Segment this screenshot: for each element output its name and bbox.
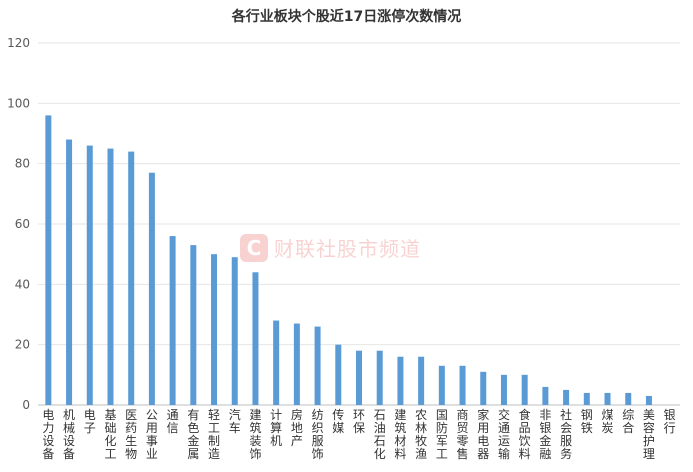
x-tick-label: 房地产 bbox=[291, 407, 303, 448]
x-tick-label: 家用电器 bbox=[477, 407, 489, 461]
x-tick-label: 纺织服饰 bbox=[312, 408, 324, 461]
bar-18 bbox=[418, 356, 425, 405]
bar-16 bbox=[376, 350, 383, 405]
x-tick-label: 综合 bbox=[622, 408, 634, 435]
bar-6 bbox=[169, 236, 176, 405]
bar-28 bbox=[625, 392, 632, 405]
bar-11 bbox=[273, 320, 280, 405]
bar-24 bbox=[542, 386, 549, 405]
x-tick-label: 汽车 bbox=[229, 407, 241, 435]
bar-27 bbox=[604, 392, 611, 405]
bar-21 bbox=[480, 371, 487, 405]
x-tick-label: 美容护理 bbox=[643, 408, 655, 461]
y-tick-label: 80 bbox=[15, 157, 30, 171]
x-tick-label: 非银金融 bbox=[539, 408, 551, 461]
x-tick-label: 交通运输 bbox=[498, 407, 510, 461]
x-tick-label: 电力设备 bbox=[42, 408, 54, 461]
bar-9 bbox=[231, 257, 238, 405]
x-tick-label: 计算机 bbox=[270, 408, 282, 448]
bar-23 bbox=[521, 374, 528, 405]
y-tick-label: 0 bbox=[22, 398, 30, 412]
bar-7 bbox=[190, 245, 197, 405]
bar-0 bbox=[45, 115, 52, 406]
bar-5 bbox=[148, 172, 155, 405]
bar-2 bbox=[86, 145, 93, 406]
bar-13 bbox=[314, 326, 321, 405]
x-tick-label: 商贸零售 bbox=[457, 407, 469, 461]
x-tick-label: 钢铁 bbox=[581, 408, 593, 435]
bar-26 bbox=[583, 392, 590, 405]
x-tick-label: 石油石化 bbox=[374, 408, 386, 461]
x-tick-label: 医药生物 bbox=[125, 408, 137, 461]
x-tick-label: 食品饮料 bbox=[519, 407, 531, 461]
bar-8 bbox=[211, 254, 218, 405]
bar-19 bbox=[438, 365, 445, 405]
x-tick-label: 机械设备 bbox=[63, 408, 75, 461]
x-tick-label: 基础化工 bbox=[104, 408, 116, 461]
y-tick-label: 20 bbox=[15, 338, 30, 352]
bar-4 bbox=[128, 151, 135, 405]
x-tick-label: 环保 bbox=[353, 408, 365, 435]
y-tick-label: 100 bbox=[7, 96, 30, 110]
bar-20 bbox=[459, 365, 466, 405]
bar-15 bbox=[356, 350, 362, 405]
x-tick-label: 煤炭 bbox=[602, 408, 614, 435]
x-tick-label: 国防军工 bbox=[436, 408, 448, 461]
x-tick-label: 电子 bbox=[84, 408, 96, 435]
x-tick-label: 农林牧渔 bbox=[415, 408, 427, 461]
x-tick-label: 有色金属 bbox=[187, 408, 199, 461]
bar-14 bbox=[335, 344, 342, 405]
bar-1 bbox=[66, 139, 73, 406]
bar-22 bbox=[500, 374, 507, 405]
bar-10 bbox=[252, 272, 259, 405]
x-tick-label: 轻工制造 bbox=[208, 408, 220, 461]
y-tick-label: 40 bbox=[15, 277, 30, 291]
y-tick-label: 120 bbox=[7, 36, 30, 50]
bar-17 bbox=[397, 356, 404, 405]
bar-12 bbox=[293, 323, 300, 405]
x-tick-label: 建筑材料 bbox=[394, 408, 406, 461]
x-tick-label: 社会服务 bbox=[560, 407, 572, 461]
bar-3 bbox=[107, 148, 114, 406]
x-tick-label: 银行 bbox=[664, 408, 676, 435]
chart-title: 各行业板块个股近17日涨停次数情况 bbox=[231, 9, 462, 25]
x-tick-label: 通信 bbox=[167, 408, 179, 435]
bar-25 bbox=[563, 389, 570, 405]
y-tick-label: 60 bbox=[15, 217, 30, 231]
x-tick-label: 建筑装饰 bbox=[249, 408, 261, 461]
x-tick-label: 传媒 bbox=[332, 407, 344, 435]
bar-29 bbox=[645, 395, 652, 405]
x-tick-label: 公用事业 bbox=[146, 408, 158, 461]
